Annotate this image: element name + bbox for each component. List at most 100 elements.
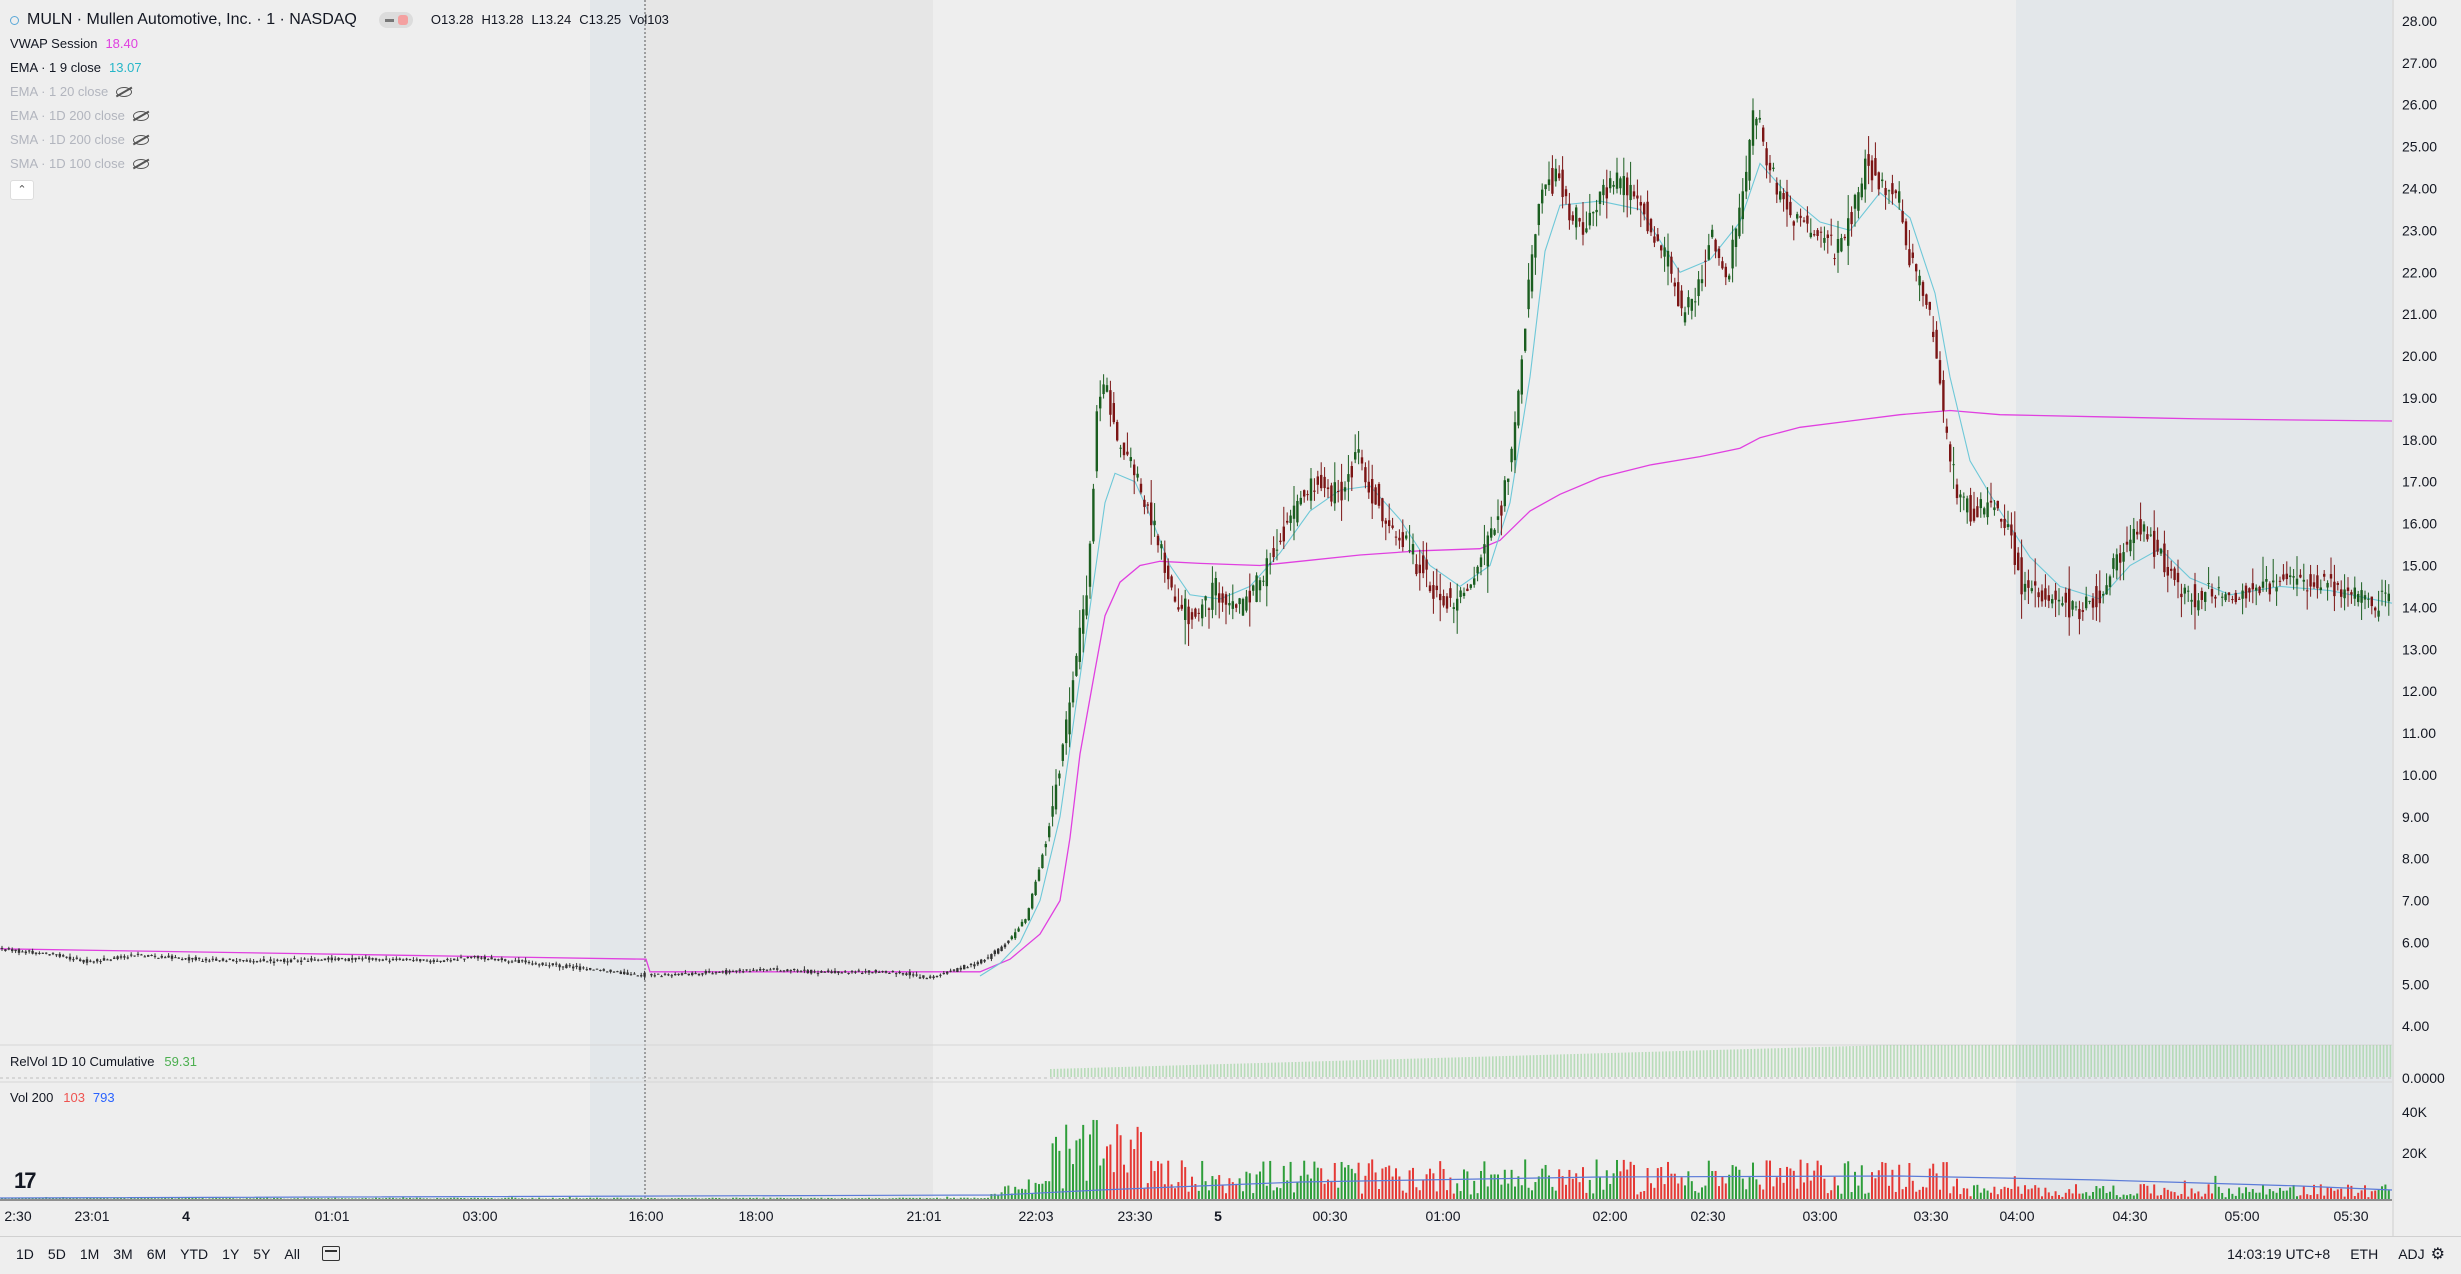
relvol-bar (1563, 1054, 1565, 1077)
relvol-bar (1145, 1066, 1147, 1077)
candle-body (2048, 595, 2050, 601)
candle-body (1636, 196, 1638, 199)
session-eth[interactable]: ETH (2350, 1246, 2378, 1262)
volume-bar (929, 1198, 931, 1199)
clock-timezone[interactable]: 14:03:19 UTC+8 (2227, 1246, 2330, 1262)
candle-body (1031, 894, 1033, 909)
candle-body (616, 971, 618, 972)
volume-bar (1898, 1165, 1900, 1199)
candle-body (2007, 524, 2009, 527)
volume-bar (1211, 1176, 1213, 1199)
relvol-bar (1166, 1066, 1168, 1077)
relvol-legend[interactable]: RelVol 1D 10 Cumulative 59.31 (10, 1053, 197, 1069)
hidden-eye-icon[interactable] (133, 135, 149, 145)
candle-body (1327, 487, 1329, 489)
relvol-bar (1200, 1065, 1202, 1077)
hidden-eye-icon[interactable] (133, 111, 149, 121)
indicator-sma-1d-100[interactable]: SMA · 1D 100 close (10, 152, 669, 176)
range-1m[interactable]: 1M (80, 1246, 99, 1262)
price-tick-label: 8.00 (2402, 851, 2429, 867)
candle-body (1038, 870, 1040, 881)
candle-body (1089, 544, 1091, 587)
candle-body (31, 951, 33, 954)
candle-body (790, 970, 792, 971)
range-1d[interactable]: 1D (16, 1246, 34, 1262)
range-1y[interactable]: 1Y (222, 1246, 239, 1262)
symbol-title[interactable]: MULN · Mullen Automotive, Inc. · 1 · NAS… (27, 8, 357, 32)
candle-body (643, 973, 645, 977)
volume-bar (691, 1198, 693, 1199)
tradingview-logo-icon[interactable]: 17 (14, 1168, 34, 1194)
candle-body (2003, 519, 2005, 528)
relvol-bar (2155, 1045, 2157, 1077)
relvol-bar (2379, 1045, 2381, 1077)
calendar-icon[interactable] (322, 1246, 340, 1261)
relvol-bar (1985, 1045, 1987, 1077)
range-3m[interactable]: 3M (113, 1246, 132, 1262)
relvol-bar (1808, 1047, 1810, 1077)
volume-bar (1273, 1190, 1275, 1199)
time-tick-label: 04:00 (1999, 1208, 2034, 1224)
range-5y[interactable]: 5Y (253, 1246, 270, 1262)
compare-toggle-icon[interactable] (379, 12, 413, 28)
volume-bar (2221, 1193, 2223, 1199)
volume-bar (1813, 1171, 1815, 1199)
candle-body (361, 958, 363, 959)
candle-body (1354, 452, 1356, 459)
range-ytd[interactable]: YTD (180, 1246, 208, 1262)
candle-body (1806, 216, 1808, 224)
indicator-ema-20[interactable]: EMA · 1 20 close (10, 80, 669, 104)
volume-bar (103, 1198, 105, 1199)
range-6m[interactable]: 6M (147, 1246, 166, 1262)
adjust-adj[interactable]: ADJ (2398, 1246, 2424, 1262)
volume-bar (1269, 1161, 1271, 1199)
candle-body (1085, 595, 1087, 615)
volume-bar (344, 1198, 346, 1199)
candle-body (256, 961, 258, 962)
volume-bar (848, 1198, 850, 1199)
volume-bar (1262, 1162, 1264, 1199)
candle-body (1235, 604, 1237, 608)
price-tick-label: 28.00 (2402, 13, 2437, 29)
relvol-bar (2107, 1045, 2109, 1077)
volume-bar (327, 1198, 329, 1199)
indicator-vwap[interactable]: VWAP Session 18.40 (10, 32, 669, 56)
candle-body (2374, 608, 2376, 611)
range-all[interactable]: All (284, 1246, 300, 1262)
collapse-legend-button[interactable]: ⌃ (10, 180, 34, 200)
candle-body (283, 959, 285, 962)
volume-bar (1847, 1161, 1849, 1199)
candle-body (681, 973, 683, 975)
relvol-bar (1159, 1066, 1161, 1077)
candle-body (749, 971, 751, 972)
volume-bar (1983, 1188, 1985, 1199)
volume-bar (1677, 1184, 1679, 1199)
relvol-bar (1329, 1061, 1331, 1077)
candle-body (317, 960, 319, 961)
candle-body (1833, 258, 1835, 259)
relvol-bar (1822, 1047, 1824, 1077)
indicator-ema-1d-200[interactable]: EMA · 1D 200 close (10, 104, 669, 128)
volume-bar (2055, 1191, 2057, 1199)
candle-body (130, 955, 132, 956)
volume-bar (2354, 1196, 2356, 1199)
volume-value-red: 103 (63, 1090, 85, 1105)
indicator-ema-9[interactable]: EMA · 1 9 close 13.07 (10, 56, 669, 80)
settings-gear-icon[interactable]: ⚙ (2431, 1244, 2445, 1264)
volume-bar (1412, 1168, 1414, 1199)
relvol-bar (1686, 1051, 1688, 1077)
volume-legend[interactable]: Vol 200 103 793 (10, 1089, 115, 1105)
indicator-sma-1d-200[interactable]: SMA · 1D 200 close (10, 128, 669, 152)
candle-body (1548, 179, 1550, 185)
range-5d[interactable]: 5D (48, 1246, 66, 1262)
candle-body (351, 958, 353, 960)
hidden-eye-icon[interactable] (116, 87, 132, 97)
candle-body (2160, 549, 2162, 553)
candle-body (1616, 173, 1618, 189)
volume-bar (725, 1198, 727, 1199)
volume-bar (1670, 1174, 1672, 1199)
hidden-eye-icon[interactable] (133, 159, 149, 169)
candle-body (463, 959, 465, 960)
candle-body (1935, 330, 1937, 359)
candle-body (2126, 542, 2128, 545)
